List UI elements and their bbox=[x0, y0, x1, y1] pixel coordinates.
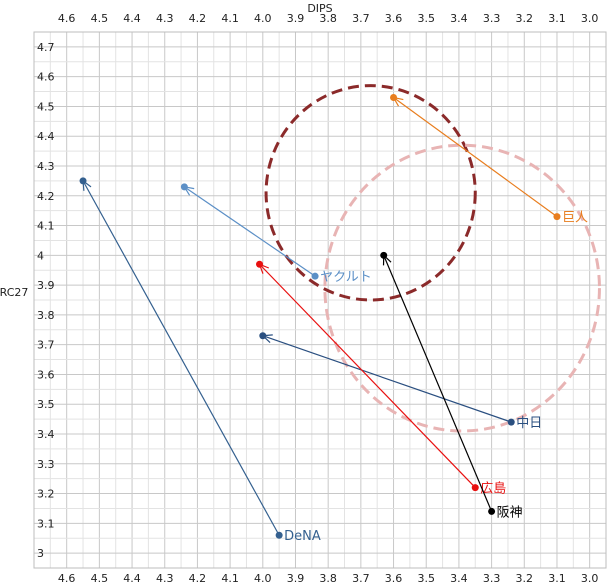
x-tick-label-bottom: 4.3 bbox=[156, 572, 174, 585]
series-point-start bbox=[471, 484, 479, 492]
x-tick-label-bottom: 3.4 bbox=[450, 572, 468, 585]
x-tick-label-bottom: 3.6 bbox=[385, 572, 403, 585]
y-tick-label: 3 bbox=[37, 547, 44, 560]
series-label: 巨人 bbox=[562, 211, 588, 226]
x-tick-label-bottom: 3.8 bbox=[319, 572, 337, 585]
series-arrow-line bbox=[262, 335, 512, 423]
x-tick-label-top: 3.2 bbox=[516, 12, 534, 25]
series-point-end bbox=[79, 177, 87, 185]
series-point-end bbox=[380, 251, 388, 259]
series-label: ヤクルト bbox=[320, 270, 372, 285]
y-tick-label: 3.4 bbox=[37, 428, 55, 441]
series-point-end bbox=[180, 183, 188, 191]
y-tick-label: 4.3 bbox=[37, 160, 55, 173]
series-point-start bbox=[311, 272, 319, 280]
annotation-ellipses bbox=[264, 84, 601, 433]
series-label: 広島 bbox=[480, 482, 506, 497]
y-tick-label: 3.8 bbox=[37, 309, 55, 322]
x-tick-label-bottom: 3.1 bbox=[548, 572, 566, 585]
series-point-end bbox=[256, 260, 264, 268]
x-tick-label-bottom: 4.6 bbox=[58, 572, 76, 585]
y-tick-label: 3.2 bbox=[37, 488, 55, 501]
x-tick-label-top: 3.5 bbox=[417, 12, 435, 25]
plot-border bbox=[33, 31, 607, 569]
x-tick-label-top: 3.4 bbox=[450, 12, 468, 25]
x-tick-label-bottom: 3.0 bbox=[581, 572, 599, 585]
x-tick-label-bottom: 4.0 bbox=[254, 572, 272, 585]
annotation-ellipse bbox=[264, 84, 477, 302]
x-tick-label-top: 3.8 bbox=[319, 12, 337, 25]
series-arrow-line bbox=[259, 263, 476, 489]
series-point-start bbox=[488, 507, 496, 515]
x-tick-label-bottom: 4.1 bbox=[221, 572, 239, 585]
x-tick-label-bottom: 3.7 bbox=[352, 572, 370, 585]
x-tick-label-bottom: 3.9 bbox=[287, 572, 305, 585]
x-tick-label-top: 3.6 bbox=[385, 12, 403, 25]
x-tick-label-top: 4.4 bbox=[123, 12, 141, 25]
x-tick-label-top: 3.7 bbox=[352, 12, 370, 25]
series-label: 阪神 bbox=[497, 505, 523, 520]
series-arrow-line bbox=[82, 180, 280, 536]
x-tick-label-top: 4.2 bbox=[189, 12, 207, 25]
x-tick-label-top: 3.3 bbox=[483, 12, 501, 25]
y-tick-label: 3.1 bbox=[37, 517, 55, 530]
series-arrow-line bbox=[184, 186, 316, 277]
x-tick-label-top: 4.6 bbox=[58, 12, 76, 25]
series-point-end bbox=[390, 94, 398, 102]
series-arrow-line bbox=[393, 97, 558, 218]
annotation-ellipse bbox=[323, 143, 601, 433]
x-tick-label-top: 4.1 bbox=[221, 12, 239, 25]
x-tick-label-top: 3.9 bbox=[287, 12, 305, 25]
x-tick-label-top: 4.0 bbox=[254, 12, 272, 25]
series-point-end bbox=[259, 332, 267, 340]
series-point-start bbox=[507, 418, 515, 426]
y-axis-title: RC27 bbox=[0, 286, 28, 299]
y-tick-label: 4.4 bbox=[37, 130, 55, 143]
y-tick-label: 4.6 bbox=[37, 71, 55, 84]
y-tick-label: 3.3 bbox=[37, 458, 55, 471]
y-tick-label: 3.7 bbox=[37, 339, 55, 352]
x-tick-label-bottom: 3.3 bbox=[483, 572, 501, 585]
y-tick-label: 3.6 bbox=[37, 368, 55, 381]
y-tick-label: 4.5 bbox=[37, 100, 55, 113]
y-tick-label: 4 bbox=[37, 249, 44, 262]
series-label: 中日 bbox=[516, 416, 542, 431]
x-tick-label-top: 3.1 bbox=[548, 12, 566, 25]
y-tick-label: 4.7 bbox=[37, 41, 55, 54]
x-tick-label-top: 3.0 bbox=[581, 12, 599, 25]
y-tick-label: 3.9 bbox=[37, 279, 55, 292]
series-point-start bbox=[275, 531, 283, 539]
y-tick-label: 4.2 bbox=[37, 190, 55, 203]
x-tick-label-bottom: 4.2 bbox=[189, 572, 207, 585]
y-tick-label: 3.5 bbox=[37, 398, 55, 411]
x-tick-label-top: 4.5 bbox=[91, 12, 109, 25]
x-tick-label-bottom: 3.2 bbox=[516, 572, 534, 585]
x-tick-label-top: 4.3 bbox=[156, 12, 174, 25]
x-tick-label-bottom: 4.4 bbox=[123, 572, 141, 585]
x-tick-label-bottom: 3.5 bbox=[417, 572, 435, 585]
x-tick-label-bottom: 4.5 bbox=[91, 572, 109, 585]
tick-labels: 4.6 4.6 4.5 4.5 4.4 4.4 4.3 4.3 4.2 4.2 4.1 4.1 4.0 4… bbox=[37, 12, 598, 585]
series-label: DeNA bbox=[284, 529, 321, 544]
x-axis-title: DIPS bbox=[307, 2, 332, 15]
grid-lines bbox=[33, 31, 607, 569]
series-point-start bbox=[553, 213, 561, 221]
series-arrow-line bbox=[383, 255, 493, 512]
y-tick-label: 4.1 bbox=[37, 220, 55, 233]
